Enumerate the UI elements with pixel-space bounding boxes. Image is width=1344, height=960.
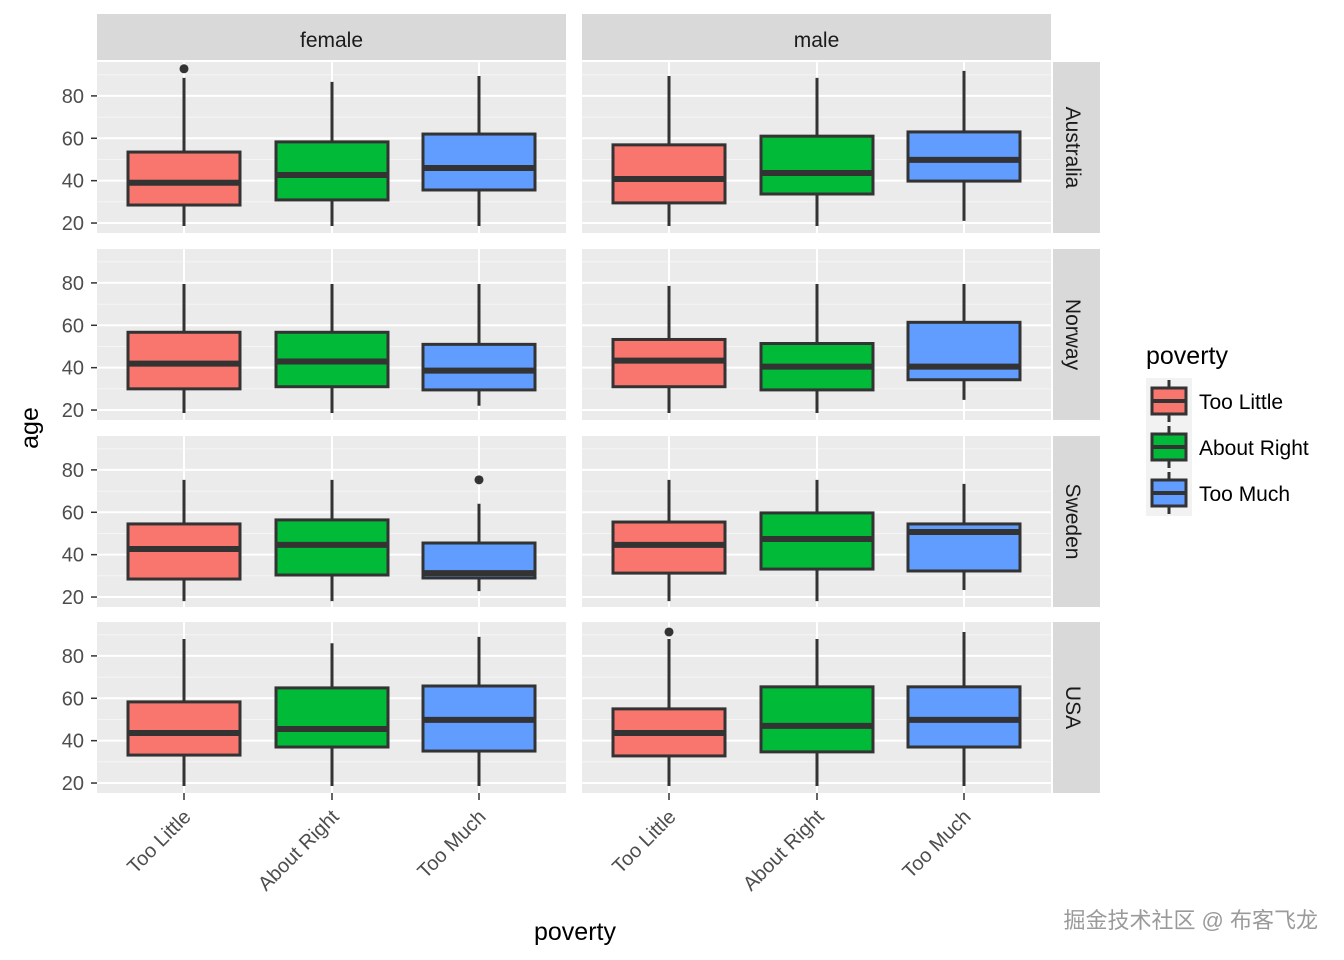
y-tick-label: 40 xyxy=(62,171,84,193)
box-Australia-male-too-much xyxy=(906,70,1022,221)
box-USA-female-about-right xyxy=(274,643,390,787)
box-Norway-female-about-right xyxy=(274,283,390,414)
strip-female xyxy=(97,14,566,60)
outlier-point xyxy=(179,64,189,74)
box-USA-male-too-little xyxy=(611,627,727,787)
y-tick-label: 20 xyxy=(62,400,84,422)
y-tick-label: 20 xyxy=(62,773,84,795)
strip-label-Australia: Australia xyxy=(1061,107,1084,189)
legend-label: Too Much xyxy=(1199,483,1290,506)
box-iqr xyxy=(274,140,390,202)
box-USA-female-too-much xyxy=(421,636,537,787)
box-Sweden-female-too-much xyxy=(421,475,537,592)
box-Sweden-female-about-right xyxy=(274,479,390,602)
box-iqr xyxy=(126,330,242,391)
box-USA-female-too-little xyxy=(126,638,242,787)
box-Norway-male-too-much xyxy=(906,283,1022,400)
box-Sweden-male-too-much xyxy=(906,483,1022,591)
box-iqr xyxy=(274,686,390,749)
box-iqr xyxy=(906,130,1022,183)
y-axis-title: age xyxy=(16,407,44,449)
legend-item-too-much: Too Much xyxy=(1146,470,1290,516)
strip-label-female: female xyxy=(300,29,363,52)
y-tick-label: 80 xyxy=(62,646,84,668)
box-Norway-male-too-little xyxy=(611,285,727,414)
y-tick-label: 60 xyxy=(62,315,84,337)
y-tick-label: 60 xyxy=(62,128,84,150)
box-Norway-female-too-little xyxy=(126,283,242,414)
legend-title: poverty xyxy=(1146,342,1228,370)
y-tick-label: 20 xyxy=(62,213,84,235)
legend-item-about-right: About Right xyxy=(1146,424,1309,470)
box-iqr xyxy=(126,150,242,207)
x-tick-label: Too Little xyxy=(608,806,680,878)
box-Australia-male-about-right xyxy=(759,77,875,227)
y-tick-label: 40 xyxy=(62,545,84,567)
y-tick-label: 60 xyxy=(62,502,84,524)
outlier-point xyxy=(474,475,484,485)
box-iqr xyxy=(759,134,875,196)
box-Australia-female-too-much xyxy=(421,75,537,227)
strip-label-USA: USA xyxy=(1061,686,1084,729)
outlier-point xyxy=(664,627,674,637)
strip-Norway xyxy=(1053,249,1100,420)
box-iqr xyxy=(906,320,1022,382)
x-tick-label: About Right xyxy=(254,806,344,896)
box-Australia-female-about-right xyxy=(274,81,390,227)
strip-Australia xyxy=(1053,62,1100,233)
strip-Sweden xyxy=(1053,436,1100,607)
y-tick-label: 80 xyxy=(62,273,84,295)
box-Sweden-male-about-right xyxy=(759,479,875,602)
y-tick-label: 40 xyxy=(62,731,84,753)
strip-label-Norway: Norway xyxy=(1061,299,1084,371)
box-USA-male-too-much xyxy=(906,631,1022,787)
legend-label: About Right xyxy=(1199,437,1309,460)
box-Sweden-female-too-little xyxy=(126,479,242,602)
y-tick-label: 80 xyxy=(62,86,84,108)
legend-item-too-little: Too Little xyxy=(1146,378,1283,424)
box-Sweden-male-too-little xyxy=(611,479,727,602)
x-tick-label: About Right xyxy=(739,806,829,896)
y-tick-label: 40 xyxy=(62,358,84,380)
x-tick-label: Too Much xyxy=(414,806,491,883)
box-Norway-female-too-much xyxy=(421,283,537,406)
strip-label-male: male xyxy=(794,29,840,52)
box-USA-male-about-right xyxy=(759,638,875,787)
box-iqr xyxy=(421,342,537,392)
strip-USA xyxy=(1053,622,1100,793)
y-tick-label: 80 xyxy=(62,460,84,482)
x-tick-label: Too Little xyxy=(123,806,195,878)
y-tick-label: 60 xyxy=(62,688,84,710)
box-Norway-male-about-right xyxy=(759,283,875,414)
x-axis-title: poverty xyxy=(534,918,616,946)
strip-male xyxy=(582,14,1051,60)
y-tick-label: 20 xyxy=(62,587,84,609)
box-iqr xyxy=(611,143,727,205)
box-iqr xyxy=(126,700,242,757)
legend-label: Too Little xyxy=(1199,391,1283,414)
strip-label-Sweden: Sweden xyxy=(1061,484,1084,560)
x-tick-label: Too Much xyxy=(899,806,976,883)
box-Australia-male-too-little xyxy=(611,75,727,227)
watermark: 掘金技术社区 @ 布客飞龙 xyxy=(1063,908,1318,933)
box-iqr xyxy=(759,685,875,754)
box-Australia-female-too-little xyxy=(126,64,242,227)
box-iqr xyxy=(421,132,537,192)
